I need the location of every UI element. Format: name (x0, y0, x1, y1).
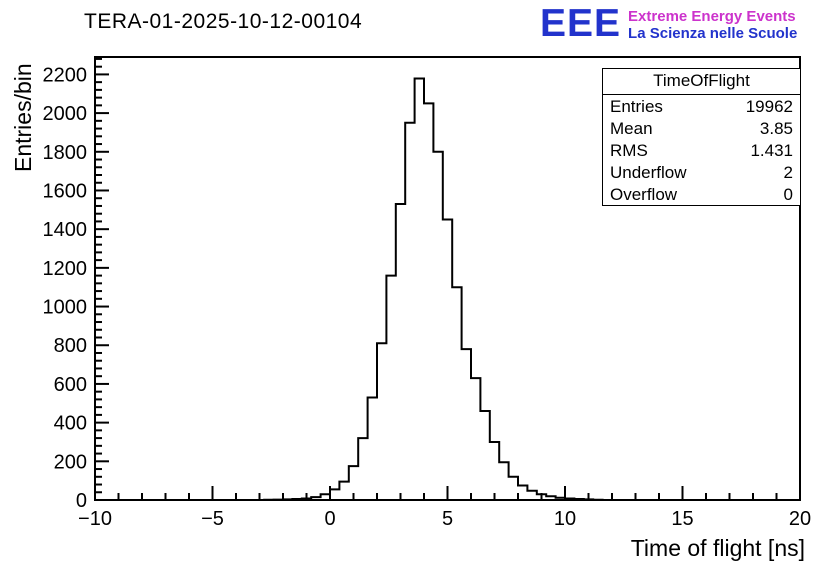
x-tick-label: −10 (78, 508, 112, 530)
y-tick-label: 1400 (43, 219, 88, 241)
y-tick-label: 1200 (43, 258, 88, 280)
stats-value: 3.85 (759, 119, 793, 138)
y-tick-label: 2000 (43, 103, 88, 125)
plot-title: TERA-01-2025-10-12-00104 (84, 10, 363, 33)
stats-row: RMS 1.431 (603, 139, 800, 161)
x-tick-label: 20 (789, 508, 811, 530)
x-tick-label: 0 (324, 508, 335, 530)
eee-logo-line2: La Scienza nelle Scuole (628, 25, 798, 42)
stats-row: Mean 3.85 (603, 117, 800, 139)
y-tick-label: 1000 (43, 297, 88, 319)
stats-box: TimeOfFlight Entries 19962 Mean 3.85 RMS… (602, 68, 801, 206)
eee-logo-line1: Extreme Energy Events (628, 8, 796, 25)
x-axis: −10 −5 0 5 10 15 20 (78, 486, 811, 530)
stats-label: Underflow (610, 163, 687, 182)
eee-logo-acronym: EEE (540, 2, 622, 45)
x-tick-label: 5 (442, 508, 453, 530)
stats-value: 0 (783, 185, 793, 204)
y-axis: 0 200 400 600 800 1000 1200 1400 1600 1800 2000 220… (43, 57, 109, 512)
x-tick-label: 10 (554, 508, 576, 530)
plot-frame (94, 56, 801, 501)
x-tick-label: 15 (671, 508, 693, 530)
stats-row: Entries 19962 (603, 95, 800, 117)
x-axis-title: Time of flight [ns] (630, 535, 805, 561)
eee-logo: EEE Extreme Energy Events La Scienza nel… (540, 2, 797, 45)
y-tick-label: 800 (54, 335, 87, 357)
stats-value: 2 (783, 163, 793, 182)
stats-value: 19962 (745, 97, 793, 116)
stats-label: Entries (610, 97, 663, 116)
eee-logo-text: Extreme Energy Events La Scienza nelle S… (628, 5, 797, 42)
stats-label: RMS (610, 141, 648, 160)
stats-title: TimeOfFlight (603, 69, 800, 95)
y-tick-label: 1600 (43, 180, 88, 202)
y-tick-label: 600 (54, 374, 87, 396)
stats-value: 1.431 (750, 141, 793, 160)
stats-label: Mean (610, 119, 653, 138)
y-tick-label: 200 (54, 451, 87, 473)
y-tick-label: 400 (54, 413, 87, 435)
stats-label: Overflow (610, 185, 678, 204)
y-tick-label: 1800 (43, 142, 88, 164)
x-tick-label: −5 (201, 508, 224, 530)
stats-row: Underflow 2 (603, 161, 800, 183)
stats-row: Overflow 0 (603, 183, 800, 205)
y-tick-label: 0 (76, 490, 87, 512)
y-axis-title: Entries/bin (10, 63, 36, 172)
y-tick-label: 2200 (43, 64, 88, 86)
